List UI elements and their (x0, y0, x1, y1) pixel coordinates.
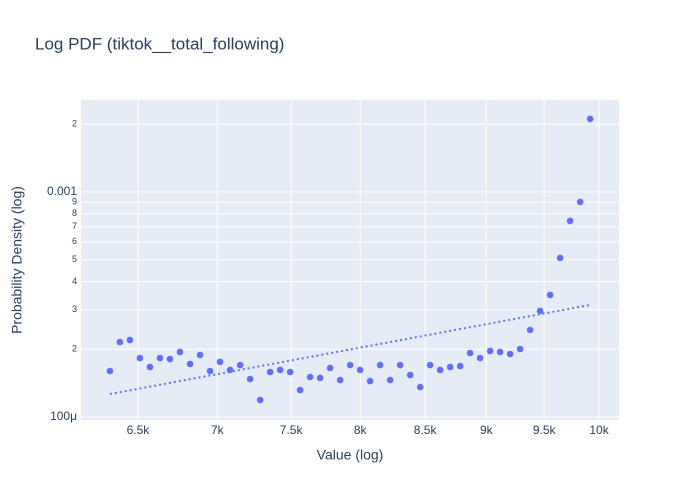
data-point (206, 367, 214, 375)
data-point (426, 361, 434, 369)
fit-line (109, 303, 591, 396)
x-tick-label: 9k (480, 423, 494, 437)
data-point (306, 373, 314, 381)
y-axis-title: Probability Density (log) (9, 186, 25, 334)
data-point (256, 396, 264, 404)
data-point (126, 336, 134, 344)
data-point (286, 368, 294, 376)
data-point (436, 366, 444, 374)
data-point (396, 361, 404, 369)
data-point (376, 361, 384, 369)
y-tick-label: 2 (72, 119, 77, 129)
data-point (466, 349, 474, 357)
data-point (386, 376, 394, 384)
x-tick-label: 7.5k (280, 423, 304, 437)
data-point (476, 354, 484, 362)
y-tick-label: 4 (72, 276, 77, 286)
data-point (356, 366, 364, 374)
x-tick-label: 8k (354, 423, 368, 437)
data-point (336, 376, 344, 384)
x-tick-label: 9.5k (533, 423, 557, 437)
x-tick-label: 6.5k (127, 423, 151, 437)
chart-title: Log PDF (tiktok__total_following) (35, 34, 284, 53)
data-point (556, 254, 564, 262)
y-tick-label: 0.001 (47, 184, 77, 198)
data-point (526, 326, 534, 334)
data-point (506, 350, 514, 358)
data-point (516, 345, 524, 353)
y-tick-label: 3 (72, 304, 77, 314)
x-tick-label: 7k (211, 423, 225, 437)
data-point (566, 217, 574, 225)
data-point (366, 377, 374, 385)
y-tick-label: 8 (72, 208, 77, 218)
data-point (586, 115, 594, 123)
data-point (136, 354, 144, 362)
data-point (186, 360, 194, 368)
data-point (196, 351, 204, 359)
data-point (486, 347, 494, 355)
x-tick-label: 8.5k (414, 423, 438, 437)
x-tick-label: 10k (589, 423, 609, 437)
data-point (296, 386, 304, 394)
data-point (156, 354, 164, 362)
data-point (176, 348, 184, 356)
data-point (456, 362, 464, 370)
data-point (236, 361, 244, 369)
data-point (316, 374, 324, 382)
data-point (216, 358, 224, 366)
data-point (106, 367, 114, 375)
data-point (446, 363, 454, 371)
y-tick-label: 7 (72, 221, 77, 231)
data-point (406, 371, 414, 379)
y-tick-label: 5 (72, 254, 77, 264)
data-point (246, 375, 254, 383)
data-point (416, 383, 424, 391)
data-point (276, 366, 284, 374)
data-point (546, 291, 554, 299)
data-point (346, 361, 354, 369)
y-tick-label: 6 (72, 236, 77, 246)
data-point (146, 363, 154, 371)
data-point (116, 338, 124, 346)
y-tick-label: 2 (72, 344, 77, 354)
data-point (226, 366, 234, 374)
y-tick-label: 9 (72, 197, 77, 207)
data-point (496, 348, 504, 356)
data-point (326, 364, 334, 372)
data-point (166, 355, 174, 363)
data-point (536, 307, 544, 315)
data-point (576, 198, 584, 206)
data-point (266, 368, 274, 376)
x-axis-title: Value (log) (317, 447, 384, 463)
y-tick-label: 100μ (50, 409, 77, 423)
